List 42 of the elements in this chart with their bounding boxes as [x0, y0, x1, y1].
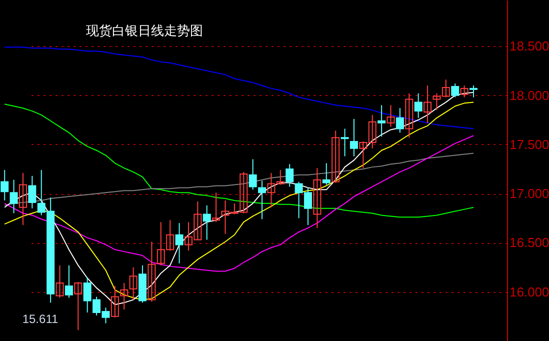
- candlestick: [350, 118, 358, 157]
- candlestick: [0, 170, 9, 201]
- candlestick: [340, 128, 349, 157]
- candlestick: [414, 92, 422, 118]
- y-tick-label: 16.000: [510, 284, 549, 300]
- candlestick: [202, 204, 211, 240]
- candlestick: [460, 84, 468, 98]
- candlestick: [129, 266, 138, 300]
- text: 现货白银日线走势图: [86, 24, 203, 39]
- y-tick-label: 18.000: [510, 88, 549, 103]
- line-series: [4, 46, 474, 130]
- candlestick: [64, 264, 73, 298]
- candlestick: [405, 92, 414, 138]
- candlestick: [313, 168, 322, 228]
- y-tick-label: 18.500: [510, 38, 549, 54]
- candlestick: [451, 83, 460, 98]
- annotation: 15.611: [22, 312, 58, 326]
- candlestick: [470, 84, 478, 98]
- y-tick-label: 16.500: [510, 235, 549, 250]
- line-series: [4, 104, 474, 218]
- y-tick-label: 17.000: [510, 186, 549, 202]
- candlestick: [18, 172, 27, 226]
- candlestick: [322, 162, 330, 186]
- candlestick: [286, 164, 294, 188]
- candlestick: [110, 285, 119, 318]
- candlestick: [120, 282, 128, 310]
- candlestick: [424, 84, 432, 124]
- candlestick: [386, 104, 395, 128]
- candlestick: [258, 180, 266, 220]
- candlestick: [175, 222, 184, 264]
- candlestick: [56, 264, 64, 298]
- candlestick: [332, 130, 340, 184]
- candlestick: [28, 175, 36, 209]
- candlestick: [396, 108, 404, 134]
- candlestick: [148, 241, 156, 302]
- y-tick-label: 17.500: [510, 136, 549, 152]
- candlestick: [212, 192, 220, 223]
- candlestick: [74, 282, 82, 331]
- candlestick: [10, 179, 18, 214]
- candlestick: [248, 158, 257, 190]
- candlestick: [378, 104, 386, 138]
- line-series: [4, 135, 474, 272]
